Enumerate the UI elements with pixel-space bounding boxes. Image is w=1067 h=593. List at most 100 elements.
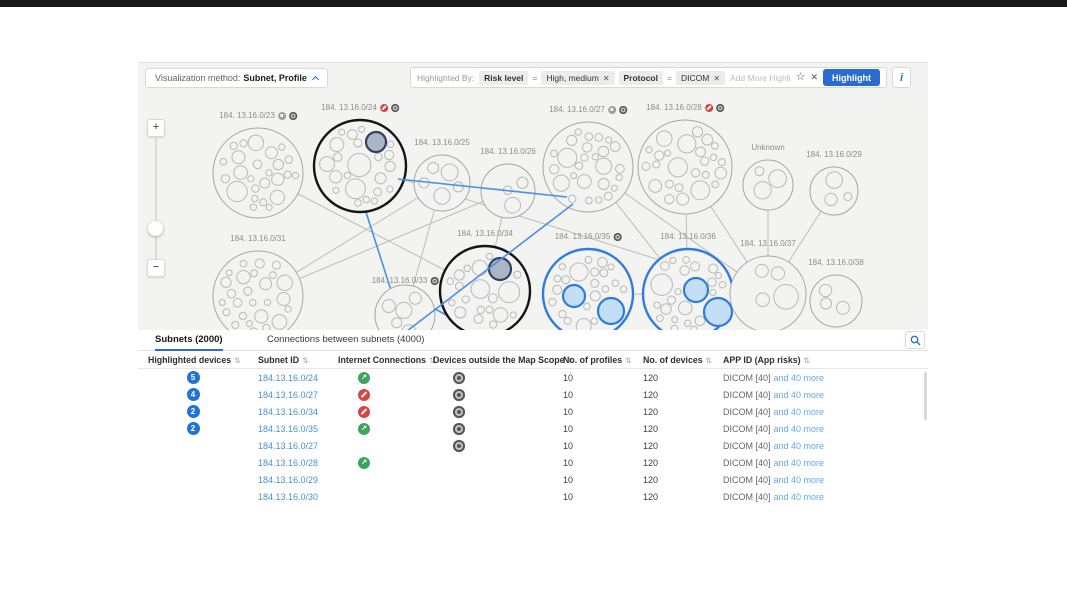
app-id-more-link[interactable]: and 40 more [773, 389, 825, 400]
column-header: APP ID (App risks) ⇅ [723, 354, 810, 365]
device-circle [570, 172, 578, 180]
outside-scope-icon [453, 388, 465, 401]
table-row[interactable]: 4 184.13.16.0/27 10 120 DICOM [40] and 40 mor… [138, 386, 928, 403]
subnet-node[interactable] [374, 284, 436, 331]
highlighted-device-circle[interactable] [364, 130, 388, 154]
scrollbar-thumb[interactable] [924, 372, 927, 420]
bubble-map-canvas[interactable]: 184. 13.16.0/23 184. 13.16.0/24 184. 13.16… [138, 62, 928, 331]
table-row[interactable]: 184.13.16.0/28 10 120 DICOM [40]and 40 more [138, 454, 928, 471]
star-icon[interactable]: ☆ [795, 71, 806, 83]
zoom-slider-track[interactable] [155, 137, 157, 259]
device-circle [714, 272, 723, 280]
device-circle [332, 186, 340, 194]
table-row[interactable]: 2 184.13.16.0/34 10 120 DICOM [40] and 40 mor… [138, 403, 928, 420]
app-id-more-link[interactable]: and 40 more [773, 440, 825, 451]
device-circle [329, 170, 343, 184]
filter-field-chip[interactable]: Risk level [479, 70, 529, 85]
subnet-node[interactable] [541, 247, 635, 331]
sort-icon[interactable]: ⇅ [567, 355, 574, 365]
zoom-slider-handle[interactable] [148, 221, 163, 236]
device-circle [709, 153, 718, 162]
filter-value-chip[interactable]: DICOM ✕ [675, 70, 726, 85]
tab-connections[interactable]: Connections between subnets (4000) [267, 334, 425, 345]
device-circle [485, 305, 494, 314]
table-row[interactable]: 2 184.13.16.0/35 10 120 DICOM [40]and 40 mor… [138, 420, 928, 437]
app-id-more-link[interactable]: and 40 more [773, 491, 825, 502]
device-circle [558, 263, 566, 271]
app-id-more-link[interactable]: and 40 more [773, 474, 825, 485]
subnet-node[interactable] [212, 127, 304, 219]
app-id-more-link[interactable]: and 40 more [773, 457, 825, 468]
device-circle [251, 194, 259, 203]
subnet-node[interactable] [809, 274, 863, 328]
device-circle [664, 149, 672, 157]
app-id-more-link[interactable]: and 40 more [773, 406, 825, 417]
device-circle [825, 171, 843, 189]
device-circle [753, 181, 772, 200]
filter-field-chip[interactable]: Protocol [618, 70, 663, 85]
subnet-node[interactable] [438, 244, 532, 331]
subnet-id-link[interactable]: 184.13.16.0/27 [258, 389, 319, 400]
visualization-method-dropdown[interactable]: Visualization method: Subnet, Profile [145, 68, 328, 88]
subnet-label: 184. 13.16.0/33 [372, 276, 439, 285]
subnet-id-link[interactable]: 184.13.16.0/30 [258, 491, 319, 502]
sort-icon[interactable]: ⇅ [428, 355, 436, 365]
clear-filters-icon[interactable]: ✕ [810, 72, 818, 82]
device-circle [690, 180, 711, 201]
sort-icon[interactable]: ⇅ [705, 355, 712, 365]
subnet-label: 184. 13.16.0/38 [808, 258, 864, 267]
subnet-node[interactable] [637, 119, 733, 215]
subnet-id-link[interactable]: 184.13.16.0/27 [258, 440, 319, 451]
highlighted-device-circle[interactable] [487, 256, 513, 282]
subnet-node[interactable] [542, 121, 634, 213]
highlighted-device-circle[interactable] [596, 296, 626, 326]
table-row[interactable]: 184.13.16.0/30 10 120 DICOM [40] and 40 more [138, 488, 928, 505]
sort-icon[interactable]: ⇅ [625, 355, 632, 365]
devices-count: 120 [643, 406, 659, 417]
info-button[interactable]: i [892, 67, 911, 88]
device-circle [709, 289, 717, 297]
zoom-out-button[interactable]: − [147, 259, 165, 277]
table-row[interactable]: 5 184.13.16.0/24 10 120 DICOM [40]and 40 mor… [138, 369, 928, 386]
subnet-id-link[interactable]: 184.13.16.0/28 [258, 457, 319, 468]
app-id-more-link[interactable]: and 40 more [773, 372, 825, 383]
filter-value-chip[interactable]: High, medium ✕ [541, 70, 615, 85]
device-circle [358, 125, 366, 133]
remove-filter-icon[interactable]: ✕ [713, 73, 721, 83]
subnet-node[interactable] [742, 159, 794, 211]
devices-count: 120 [643, 457, 659, 468]
sort-icon[interactable]: ⇅ [302, 355, 309, 365]
subnet-id-link[interactable]: 184.13.16.0/24 [258, 372, 319, 383]
app-id-more-link[interactable]: and 40 more [773, 423, 825, 434]
highlighted-device-circle[interactable] [702, 296, 734, 328]
device-circle [231, 320, 240, 330]
outside-scope-icon [453, 405, 465, 418]
subnet-node[interactable] [212, 250, 304, 331]
table-row[interactable]: 184.13.16.0/27 10 120 DICOM [40] and 40 more [138, 437, 928, 454]
profiles-count: 10 [563, 389, 574, 400]
search-button[interactable] [905, 331, 925, 349]
subnet-label: 184. 13.16.0/37 [740, 239, 796, 248]
remove-filter-icon[interactable]: ✕ [602, 73, 610, 83]
sort-icon[interactable]: ⇅ [803, 355, 810, 365]
subnet-node[interactable] [729, 255, 807, 331]
device-circle [329, 137, 345, 153]
highlighted-device-circle[interactable] [561, 283, 587, 309]
subnet-id-link[interactable]: 184.13.16.0/34 [258, 406, 319, 417]
subnet-id-link[interactable]: 184.13.16.0/35 [258, 423, 319, 434]
subnet-node[interactable] [641, 247, 735, 331]
subnet-node[interactable] [312, 118, 408, 214]
highlight-button[interactable]: Highlight [823, 69, 880, 86]
subnet-id-link[interactable]: 184.13.16.0/29 [258, 474, 319, 485]
subnet-node[interactable] [809, 166, 859, 216]
device-circle [383, 149, 395, 161]
tab-subnets[interactable]: Subnets (2000) [155, 330, 223, 351]
table-row[interactable]: 184.13.16.0/29 10 120 DICOM [40] and 40 more [138, 471, 928, 488]
zoom-in-button[interactable]: + [147, 119, 165, 137]
sort-icon[interactable]: ⇅ [234, 355, 241, 365]
subnet-map[interactable] [138, 63, 928, 331]
app-id-value: DICOM [40] [723, 372, 771, 383]
add-more-highlights-input[interactable] [730, 72, 791, 83]
highlighted-device-circle[interactable] [682, 276, 710, 304]
device-circle [353, 138, 363, 148]
